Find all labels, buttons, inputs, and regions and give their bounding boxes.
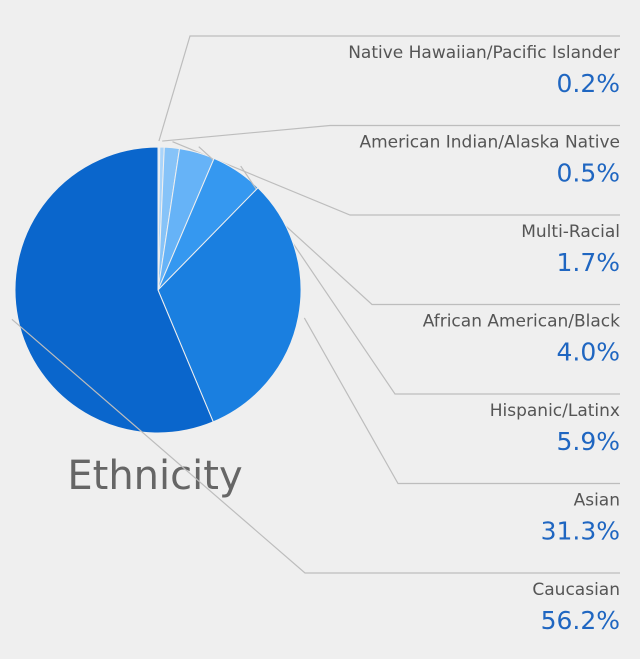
slice-label: Native Hawaiian/Pacific Islander — [348, 43, 620, 63]
value-label: 4.0% — [556, 338, 620, 367]
leader-line — [303, 317, 620, 485]
pie-slice — [157, 187, 302, 423]
slice-label: Hispanic/Latinx — [490, 401, 620, 421]
slice-label: Caucasian — [532, 580, 620, 600]
chart-title: Ethnicity — [67, 453, 242, 499]
slice-label: African American/Black — [423, 312, 620, 332]
leader-line — [158, 35, 620, 142]
value-label: 0.5% — [556, 159, 620, 188]
pie-slice — [14, 146, 214, 434]
leader-line — [172, 141, 620, 216]
slice-label: American Indian/Alaska Native — [359, 133, 620, 153]
value-label: 56.2% — [541, 606, 620, 635]
value-label: 0.2% — [556, 69, 620, 98]
leader-line — [11, 318, 620, 574]
value-label: 31.3% — [541, 517, 620, 546]
leader-line — [162, 124, 620, 142]
value-label: 1.7% — [556, 248, 620, 277]
value-label: 5.9% — [556, 427, 620, 456]
slice-label: Asian — [574, 491, 620, 511]
slice-label: Multi-Racial — [521, 222, 620, 242]
